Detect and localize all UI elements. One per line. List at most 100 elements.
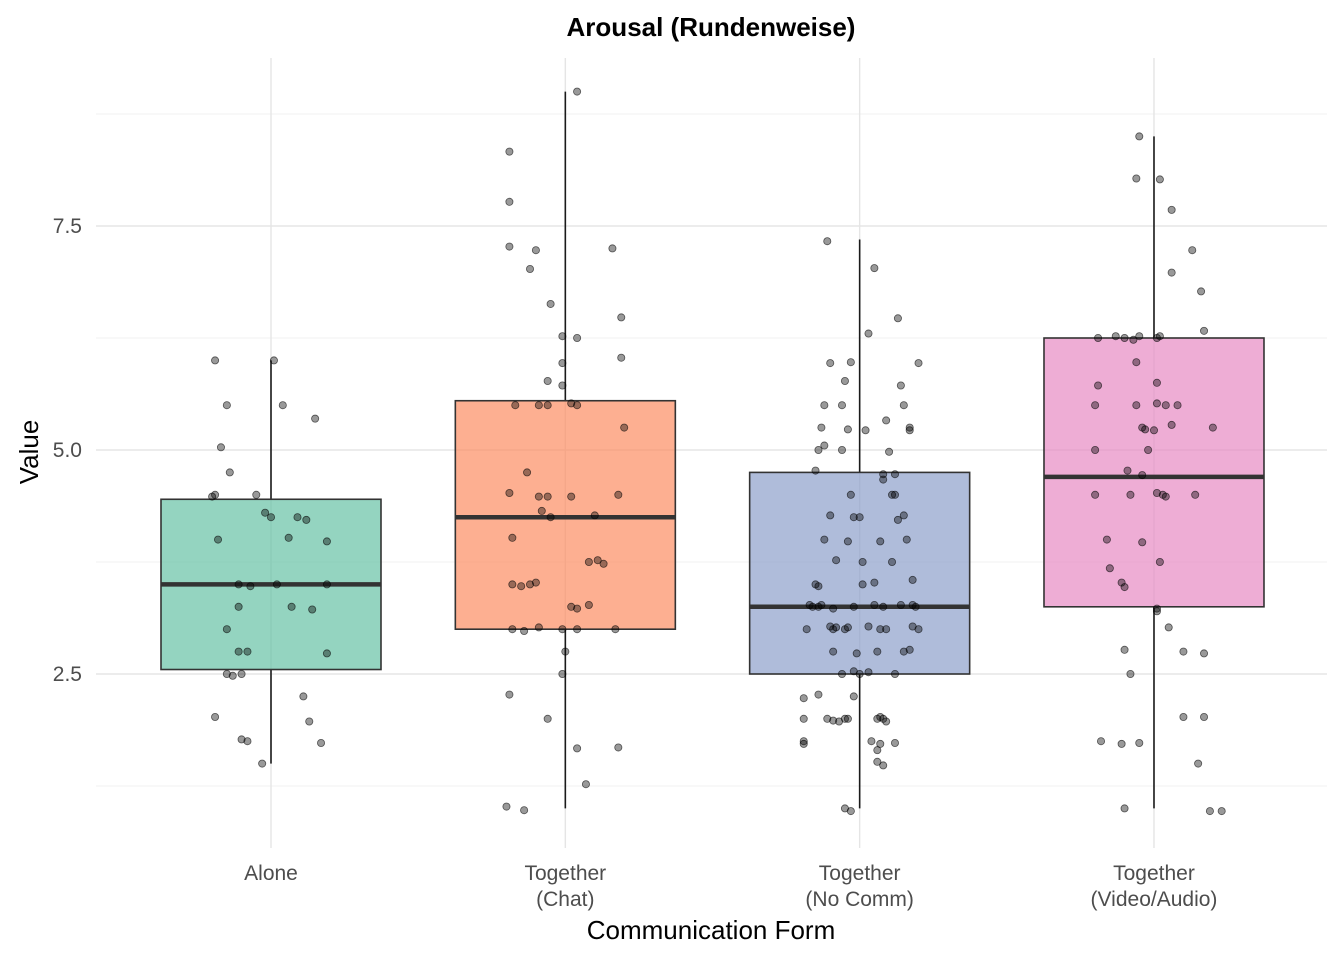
data-point bbox=[873, 746, 882, 755]
data-point bbox=[237, 670, 246, 679]
data-point bbox=[1194, 759, 1203, 768]
data-point bbox=[814, 445, 823, 454]
data-point bbox=[1126, 670, 1135, 679]
data-point bbox=[876, 537, 885, 546]
data-point bbox=[502, 802, 511, 811]
data-point bbox=[1138, 538, 1147, 547]
data-point bbox=[882, 625, 891, 634]
data-point bbox=[826, 511, 835, 520]
data-point bbox=[573, 333, 582, 342]
data-point bbox=[581, 780, 590, 789]
box-layer bbox=[160, 91, 1265, 809]
data-point bbox=[1152, 489, 1161, 498]
data-point bbox=[299, 692, 308, 701]
data-point bbox=[899, 647, 908, 656]
data-point bbox=[1161, 401, 1170, 410]
x-tick-label: (No Comm) bbox=[805, 888, 914, 911]
x-tick-label: (Video/Audio) bbox=[1091, 888, 1218, 911]
data-point bbox=[1149, 426, 1158, 435]
y-tick-label: 7.5 bbox=[53, 215, 82, 238]
y-axis-ticks: 2.5 5.0 7.5 bbox=[53, 215, 82, 686]
data-point bbox=[849, 513, 858, 522]
data-point bbox=[1208, 423, 1217, 432]
data-point bbox=[1200, 326, 1209, 335]
data-point bbox=[1205, 807, 1214, 816]
data-point bbox=[1091, 490, 1100, 499]
data-point bbox=[829, 604, 838, 613]
data-point bbox=[214, 535, 223, 544]
data-point bbox=[287, 602, 296, 611]
data-point bbox=[899, 401, 908, 410]
data-point bbox=[1179, 647, 1188, 656]
data-point bbox=[864, 329, 873, 338]
data-point bbox=[234, 647, 243, 656]
data-point bbox=[1097, 737, 1106, 746]
data-point bbox=[302, 515, 311, 524]
data-point bbox=[1167, 205, 1176, 214]
data-point bbox=[814, 582, 823, 591]
data-point bbox=[526, 265, 535, 274]
data-point bbox=[546, 299, 555, 308]
data-point bbox=[1129, 335, 1138, 344]
data-point bbox=[208, 492, 217, 501]
data-point bbox=[908, 601, 917, 610]
data-point bbox=[508, 580, 517, 589]
data-point bbox=[814, 690, 823, 699]
data-point bbox=[893, 314, 902, 323]
data-point bbox=[608, 244, 617, 253]
data-point bbox=[846, 490, 855, 499]
data-point bbox=[1117, 578, 1126, 587]
data-point bbox=[838, 670, 847, 679]
data-point bbox=[534, 401, 543, 410]
x-tick-label: (Chat) bbox=[536, 888, 594, 911]
data-point bbox=[573, 87, 582, 96]
data-point bbox=[1117, 739, 1126, 748]
data-point bbox=[237, 735, 246, 744]
data-point bbox=[838, 445, 847, 454]
data-point bbox=[817, 601, 826, 610]
data-point bbox=[811, 466, 820, 475]
data-point bbox=[531, 246, 540, 255]
x-tick-label: Together bbox=[524, 862, 606, 885]
data-point bbox=[879, 714, 888, 723]
data-point bbox=[896, 601, 905, 610]
x-axis-title: Communication Form bbox=[587, 915, 836, 945]
data-point bbox=[826, 359, 835, 368]
x-tick-label: Together bbox=[819, 862, 901, 885]
data-point bbox=[308, 605, 317, 614]
data-point bbox=[799, 694, 808, 703]
data-point bbox=[896, 381, 905, 390]
data-point bbox=[799, 737, 808, 746]
data-point bbox=[617, 313, 626, 322]
data-point bbox=[278, 401, 287, 410]
data-point bbox=[885, 447, 894, 456]
data-point bbox=[817, 423, 826, 432]
box-iqr bbox=[748, 471, 971, 675]
data-point bbox=[893, 515, 902, 524]
data-point bbox=[1094, 381, 1103, 390]
data-point bbox=[1091, 445, 1100, 454]
data-point bbox=[858, 558, 867, 567]
data-point bbox=[261, 508, 270, 517]
data-point bbox=[1132, 358, 1141, 367]
data-point bbox=[864, 668, 873, 677]
y-tick-label: 2.5 bbox=[53, 663, 82, 686]
data-point bbox=[505, 147, 514, 156]
data-point bbox=[284, 533, 293, 542]
data-point bbox=[890, 490, 899, 499]
x-axis-ticks: Alone Together (Chat) Together (No Comm) Toge… bbox=[244, 862, 1217, 911]
data-point bbox=[870, 578, 879, 587]
data-point bbox=[820, 401, 829, 410]
data-point bbox=[593, 556, 602, 565]
data-point bbox=[1155, 175, 1164, 184]
data-point bbox=[534, 623, 543, 632]
data-point bbox=[1173, 401, 1182, 410]
data-point bbox=[849, 692, 858, 701]
data-point bbox=[914, 359, 923, 368]
data-point bbox=[1132, 174, 1141, 183]
data-point bbox=[543, 377, 552, 386]
data-point bbox=[614, 490, 623, 499]
data-point bbox=[322, 537, 331, 546]
data-point bbox=[1091, 401, 1100, 410]
data-point bbox=[523, 468, 532, 477]
